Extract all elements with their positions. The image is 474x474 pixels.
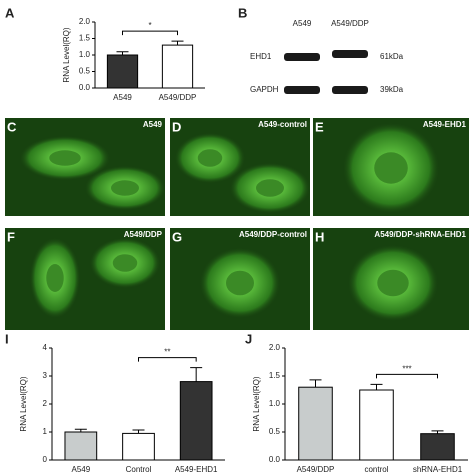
blot-row: EHD1 (250, 52, 272, 61)
significance-label: *** (402, 365, 411, 374)
bar (106, 54, 139, 89)
error-bar (171, 40, 184, 46)
significance-label: ** (164, 348, 170, 357)
nucleus (197, 149, 223, 167)
blot-column: A549 (293, 19, 312, 28)
panel-letter: A (5, 5, 15, 20)
y-tick-label: 1.5 (269, 371, 281, 380)
bar (359, 389, 394, 461)
panel-letter: I (5, 331, 9, 346)
image-label: A549 (143, 120, 163, 129)
y-tick-label: 1.5 (79, 34, 91, 43)
panel-letter: F (7, 229, 15, 244)
bar (420, 433, 455, 461)
y-tick-label: 1 (43, 427, 48, 436)
y-tick-label: 0 (43, 455, 48, 464)
y-tick-label: 0.5 (79, 67, 91, 76)
error-bar (116, 51, 129, 55)
nucleus (226, 270, 254, 296)
significance-bracket (138, 357, 197, 362)
panel-letter: J (245, 331, 252, 346)
error-bar (74, 428, 87, 432)
nucleus (377, 269, 409, 297)
y-tick-label: 2.0 (79, 17, 91, 26)
blot-band (332, 86, 368, 94)
x-tick-label: shRNA-EHD1 (413, 465, 463, 474)
x-tick-label: A549-EHD1 (175, 465, 218, 474)
nucleus (46, 264, 64, 292)
error-bar (190, 367, 203, 382)
blot-row: GAPDH (250, 85, 279, 94)
y-tick-label: 4 (43, 343, 48, 352)
image-label: A549-EHD1 (423, 120, 467, 129)
x-tick-label: A549/DDP (159, 93, 197, 102)
panel-letter: C (7, 119, 17, 134)
bar (122, 432, 155, 461)
significance-bracket (122, 30, 178, 36)
x-tick-label: A549/DDP (297, 465, 335, 474)
nucleus (374, 152, 408, 184)
y-axis-label: RNA Level(RQ) (252, 376, 261, 431)
image-label: A549/DDP (124, 230, 163, 239)
nucleus (256, 179, 284, 197)
significance-bracket (376, 373, 438, 379)
y-tick-label: 0.0 (79, 83, 91, 92)
panel-letter: D (172, 119, 181, 134)
blot-band (284, 53, 320, 61)
y-tick-label: 3 (43, 371, 48, 380)
bar (161, 44, 194, 89)
y-tick-label: 1.0 (79, 50, 91, 59)
panel-letter: E (315, 119, 324, 134)
image-label: A549/DDP-shRNA-EHD1 (374, 230, 466, 239)
image-label: A549/DDP-control (239, 230, 307, 239)
y-tick-label: 2 (43, 399, 48, 408)
y-axis-label: RNA Level(RQ) (19, 376, 28, 431)
nucleus (112, 254, 138, 272)
blot-size: 61kDa (380, 52, 404, 61)
x-tick-label: control (364, 465, 388, 474)
x-tick-label: Control (126, 465, 152, 474)
panel-letter: G (172, 229, 182, 244)
significance-label: * (148, 21, 151, 30)
y-tick-label: 0.0 (269, 455, 281, 464)
blot-column: A549/DDP (331, 19, 369, 28)
y-tick-label: 0.5 (269, 427, 281, 436)
blot-band (332, 50, 368, 58)
y-tick-label: 1.0 (269, 399, 281, 408)
x-tick-label: A549 (113, 93, 132, 102)
blot-size: 39kDa (380, 85, 404, 94)
image-label: A549-control (258, 120, 307, 129)
y-tick-label: 2.0 (269, 343, 281, 352)
bar (298, 386, 333, 461)
y-axis-label: RNA Level(RQ) (62, 27, 71, 82)
error-bar (309, 379, 322, 388)
nucleus (49, 150, 81, 166)
x-tick-label: A549 (71, 465, 90, 474)
panel-letter: B (238, 5, 247, 20)
error-bar (431, 430, 444, 434)
error-bar (370, 383, 383, 390)
panel-letter: H (315, 229, 324, 244)
bar (179, 381, 213, 461)
bar (64, 431, 98, 461)
nucleus (111, 180, 139, 196)
error-bar (132, 429, 145, 434)
blot-band (284, 86, 320, 94)
